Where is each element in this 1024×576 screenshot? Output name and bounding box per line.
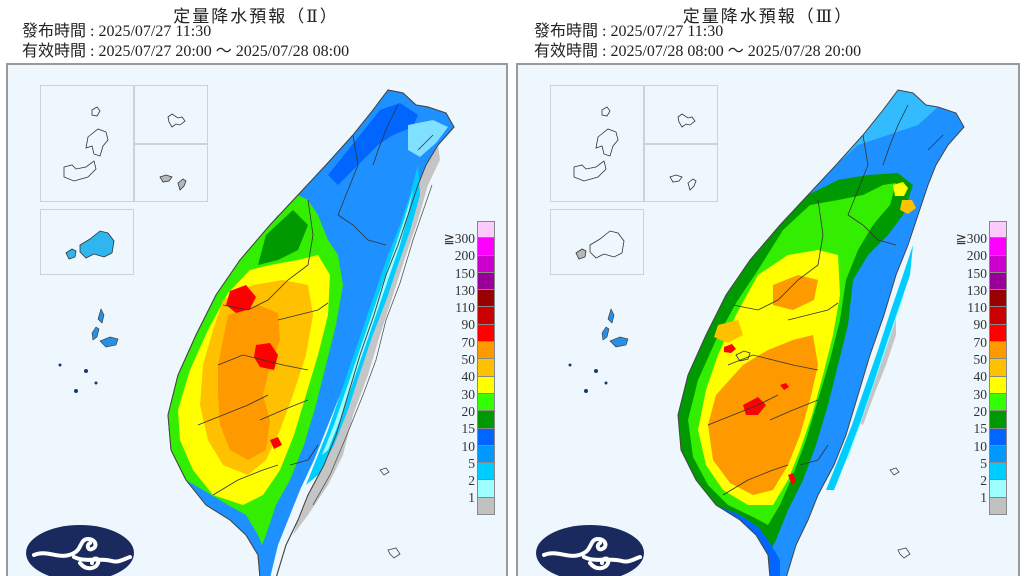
cwa-logo [536, 525, 644, 576]
legend-swatch [477, 221, 495, 239]
rainfall-map [6, 63, 508, 576]
legend-swatch [477, 463, 495, 481]
legend-label: 5 [980, 455, 987, 471]
legend-label: 200 [454, 248, 475, 264]
legend-swatch [989, 376, 1007, 394]
legend-label: 130 [454, 282, 475, 298]
valid-time: 有效時間 : 2025/07/28 08:00 ～ 2025/07/28 20:… [534, 43, 862, 60]
legend-label: 150 [966, 265, 987, 281]
legend-swatch [989, 428, 1007, 446]
legend-label: 20 [973, 403, 988, 419]
legend-label: 2 [980, 473, 987, 489]
legend-swatch [477, 376, 495, 394]
legend-swatch [989, 238, 1007, 256]
legend-swatch [477, 255, 495, 273]
legend-swatch [989, 497, 1007, 516]
issue-time: 發布時間 : 2025/07/27 11:30 [22, 23, 212, 40]
legend-label: 90 [461, 317, 476, 333]
legend-label: 70 [973, 334, 988, 350]
legend-label: 5 [468, 455, 475, 471]
legend-swatch [989, 307, 1007, 325]
legend-swatch [989, 393, 1007, 412]
rainfall-legend [477, 221, 495, 516]
legend-swatch [477, 290, 495, 308]
legend-swatch [989, 255, 1007, 273]
legend-swatch [477, 272, 495, 291]
legend-label: 30 [973, 386, 988, 402]
legend-swatch [989, 480, 1007, 498]
taiwan-rainfall-map-svg [26, 89, 455, 576]
legend-swatch [477, 307, 495, 325]
legend-swatch [477, 480, 495, 498]
panel-title: 定量降水預報（Ⅲ） [682, 7, 854, 26]
rainfall-legend [989, 221, 1007, 516]
legend-label: 200 [966, 248, 987, 264]
cwa-logo [26, 525, 134, 576]
legend-label: 50 [461, 352, 476, 368]
inset-matsu [40, 85, 134, 202]
legend-label: 10 [461, 438, 476, 454]
legend-swatch [477, 393, 495, 412]
qpf-panel-ii: 定量降水預報（Ⅱ） 發布時間 : 2025/07/27 11:30 有效時間 :… [6, 7, 508, 576]
legend-swatch [989, 221, 1007, 239]
legend-label: 15 [461, 421, 476, 437]
legend-swatch [477, 238, 495, 256]
legend-swatch [989, 463, 1007, 481]
legend-label: 130 [966, 282, 987, 298]
legend-label: 70 [461, 334, 476, 350]
legend-swatch [989, 290, 1007, 308]
valid-time: 有效時間 : 2025/07/27 20:00 ～ 2025/07/28 08:… [22, 43, 350, 60]
legend-label: 30 [461, 386, 476, 402]
legend-labels: ≧300 200 150 130 110 90 70 50 40 30 20 1… [943, 221, 988, 505]
legend-swatch [989, 359, 1007, 377]
rainfall-map [516, 63, 1020, 576]
legend-swatch [477, 428, 495, 446]
legend-label: 110 [967, 300, 987, 316]
legend-swatch [477, 411, 495, 429]
legend-swatch [477, 342, 495, 360]
legend-label: ≧300 [955, 231, 987, 246]
legend-swatch [989, 342, 1007, 360]
panel-title: 定量降水預報（Ⅱ） [173, 7, 339, 26]
legend-swatch [989, 324, 1007, 343]
legend-label: 90 [973, 317, 988, 333]
legend-label: 40 [973, 369, 988, 385]
legend-label: 2 [468, 473, 475, 489]
legend-label: 50 [973, 352, 988, 368]
legend-label: 10 [973, 438, 988, 454]
inset-kinmen [550, 209, 644, 275]
inset-matsu [550, 85, 644, 202]
qpf-panel-iii: 定量降水預報（Ⅲ） 發布時間 : 2025/07/27 11:30 有效時間 :… [512, 0, 1024, 576]
legend-label: 15 [973, 421, 988, 437]
inset-dongyin [134, 85, 208, 144]
legend-swatch [989, 272, 1007, 291]
legend-swatch [477, 359, 495, 377]
inset-beigan [134, 144, 208, 202]
legend-label: 1 [980, 490, 987, 506]
issue-time: 發布時間 : 2025/07/27 11:30 [534, 23, 724, 40]
inset-dongyin [644, 85, 718, 144]
legend-label: ≧300 [443, 231, 475, 246]
legend-swatch [989, 411, 1007, 429]
legend-labels: ≧300 200 150 130 110 90 70 50 40 30 20 1… [431, 221, 476, 505]
legend-swatch [477, 445, 495, 464]
legend-label: 110 [455, 300, 475, 316]
taiwan-rainfall-map-svg [536, 89, 965, 576]
legend-swatch [989, 445, 1007, 464]
legend-label: 1 [468, 490, 475, 506]
legend-label: 40 [461, 369, 476, 385]
inset-beigan [644, 144, 718, 202]
inset-kinmen [40, 209, 134, 275]
legend-swatch [477, 324, 495, 343]
legend-label: 150 [454, 265, 475, 281]
legend-swatch [477, 497, 495, 516]
legend-label: 20 [461, 403, 476, 419]
